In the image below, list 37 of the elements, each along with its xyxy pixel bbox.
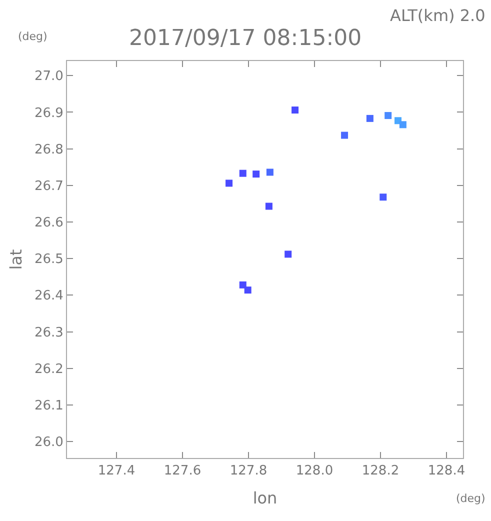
point	[341, 132, 348, 139]
y-tick-label: 26.2	[34, 362, 64, 377]
y-axis-title: lat	[6, 249, 26, 270]
x-axis-title: lon	[252, 488, 278, 508]
y-tick-label: 26.3	[34, 325, 64, 340]
point	[244, 286, 252, 294]
x-tick-label: 128.0	[296, 464, 334, 479]
y-tick-label: 26.9	[34, 106, 64, 121]
point	[380, 194, 387, 201]
y-tick-label: 26.0	[34, 435, 64, 450]
x-tick-label: 127.8	[230, 464, 268, 479]
point	[292, 106, 299, 114]
point	[265, 202, 272, 210]
point	[399, 121, 406, 128]
y-tick-label: 26.8	[34, 142, 64, 158]
y-tick-label: 26.1	[34, 398, 64, 414]
point	[384, 112, 392, 120]
x-tick-label: 128.4	[428, 464, 466, 479]
point	[366, 114, 374, 122]
point	[239, 170, 246, 177]
point	[252, 170, 260, 178]
chart-subtitle: ALT(km) 2.0	[390, 6, 486, 25]
x-tick-label: 127.6	[164, 464, 202, 479]
y-tick-label: 27.0	[34, 69, 64, 84]
point	[226, 180, 233, 187]
y-tick-label: 26.6	[34, 216, 64, 231]
point	[284, 250, 292, 258]
point	[266, 168, 274, 176]
y-tick-label: 26.7	[34, 178, 64, 194]
chart-title: 2017/09/17 08:15:00	[129, 26, 362, 51]
x-tick-label: 128.2	[362, 464, 400, 479]
text: (deg)	[18, 30, 48, 43]
x-tick-label: 127.4	[98, 464, 136, 479]
y-tick-label: 26.5	[34, 252, 64, 268]
text: (deg)	[456, 492, 486, 505]
y-tick-label: 26.4	[34, 288, 64, 304]
point	[239, 281, 246, 288]
